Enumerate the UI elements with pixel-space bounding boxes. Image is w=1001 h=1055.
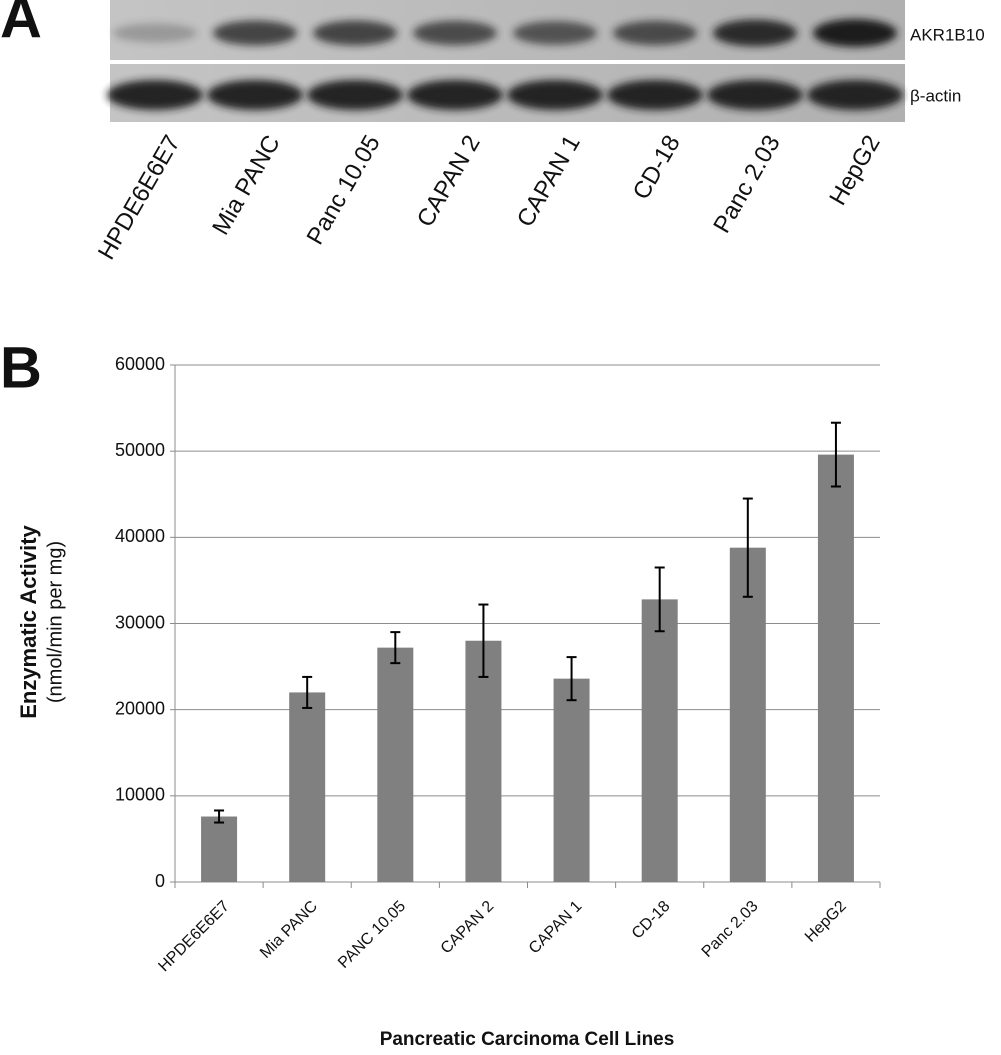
band [313, 20, 397, 46]
band [607, 80, 703, 110]
band [613, 20, 697, 46]
band-label: AKR1B10 [910, 25, 985, 44]
lane-label: Panc 10.05 [302, 131, 386, 250]
bar [377, 647, 414, 882]
lane-label: Mia PANC [207, 131, 286, 240]
y-tick-label: 10000 [115, 785, 165, 805]
bar [729, 547, 766, 882]
band [407, 80, 503, 110]
band [513, 21, 597, 45]
y-tick-label: 60000 [115, 354, 165, 374]
band [113, 23, 197, 43]
lane-label: CAPAN 1 [512, 131, 586, 232]
lane-label: Panc 2.03 [708, 131, 785, 238]
x-tick-label: PANC 10.05 [335, 898, 409, 972]
x-tick-label: CAPAN 1 [526, 898, 586, 958]
bar [641, 599, 678, 882]
y-axis-sublabel: (nmol/min per mg) [44, 541, 66, 703]
lane-label: HepG2 [824, 131, 885, 210]
band [813, 19, 897, 47]
x-axis-label: Pancreatic Carcinoma Cell Lines [380, 1029, 675, 1050]
lane-label: HPDE6E6E7 [93, 131, 186, 265]
x-tick-label: CAPAN 2 [438, 898, 498, 958]
x-tick-label: CD-18 [629, 898, 674, 943]
y-tick-label: 20000 [115, 698, 165, 718]
band [807, 80, 903, 110]
bar [201, 816, 238, 882]
band [413, 20, 497, 46]
y-tick-label: 50000 [115, 440, 165, 460]
x-tick-label: Mia PANC [257, 898, 321, 962]
y-tick-label: 0 [155, 871, 165, 891]
y-tick-label: 30000 [115, 612, 165, 632]
lane-label: CD-18 [628, 131, 686, 205]
lane-label: CAPAN 2 [412, 131, 486, 232]
band [307, 80, 403, 110]
bar [817, 454, 854, 882]
bar [553, 678, 590, 882]
panel-label: A [0, 0, 42, 50]
band [707, 80, 803, 110]
bar [465, 640, 502, 882]
band [213, 20, 297, 46]
bar [289, 692, 326, 882]
band-label: β-actin [910, 86, 961, 105]
y-tick-label: 40000 [115, 526, 165, 546]
x-tick-label: HepG2 [802, 898, 850, 946]
band [107, 80, 203, 110]
y-axis-label: Enzymatic Activity [16, 524, 41, 718]
band [207, 80, 303, 110]
western-blot [107, 0, 905, 122]
panel-label: B [0, 335, 42, 400]
band [507, 80, 603, 110]
band [713, 19, 797, 47]
x-tick-label: Panc 2.03 [699, 898, 762, 961]
x-tick-label: HPDE6E6E7 [155, 898, 233, 976]
